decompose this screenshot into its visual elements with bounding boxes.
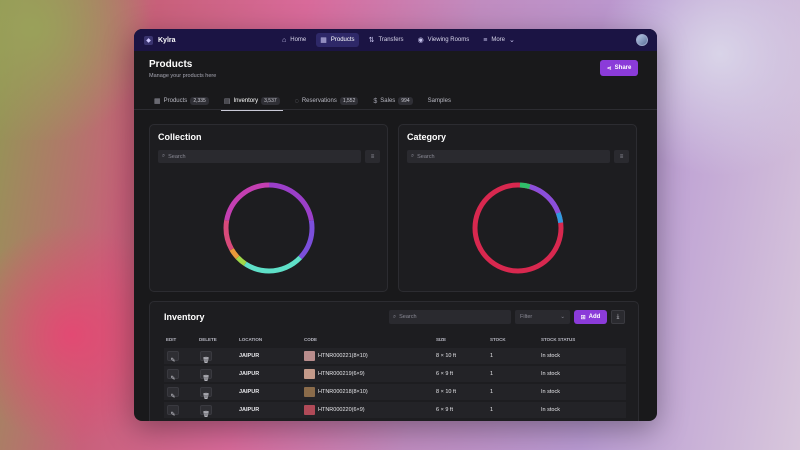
collection-donut-chart <box>223 182 315 274</box>
page-header: Products Manage your products here ⋖ Sha… <box>134 51 657 93</box>
category-title: Category <box>407 132 447 142</box>
table-row[interactable]: ✎ 🗑 JAIPUR HTNR000220(6×9) 6 × 9 ft 1 In… <box>164 402 626 418</box>
clipboard-icon: ▤ <box>223 98 231 105</box>
count-badge: 2,335 <box>190 97 209 105</box>
grid-icon: ▦ <box>154 98 161 105</box>
nav-more[interactable]: ≡ More ⌄ <box>483 36 515 45</box>
collection-search-input[interactable]: ⌕ Search <box>158 150 361 163</box>
page-title: Products <box>149 59 193 70</box>
col-header: STOCK <box>490 337 506 342</box>
count-badge: 1,552 <box>339 97 359 105</box>
edit-button[interactable]: ✎ <box>167 387 179 400</box>
home-icon: ⌂ <box>282 36 287 44</box>
collection-panel: Collection ⌕ Search ≡ <box>149 124 388 292</box>
nav-viewing-rooms[interactable]: ◉ Viewing Rooms <box>417 37 470 44</box>
edit-button[interactable]: ✎ <box>167 405 179 418</box>
brand[interactable]: ◆ Kylra <box>144 35 176 45</box>
download-button[interactable]: ⤓ <box>611 310 625 324</box>
trash-icon: 🗑 <box>202 394 210 400</box>
tab-inventory[interactable]: ▤ Inventory 3,537 <box>220 93 283 111</box>
donut-segment <box>223 182 315 274</box>
product-thumbnail <box>304 387 315 397</box>
table-header: EDIT DELETE LOCATION CODE SIZE STOCK STO… <box>164 335 624 345</box>
col-header: CODE <box>304 337 318 342</box>
grid-icon: ▦ <box>320 37 327 44</box>
delete-button[interactable]: 🗑 <box>200 405 212 418</box>
count-badge: 994 <box>398 97 413 105</box>
brand-name: Kylra <box>158 36 176 44</box>
col-header: STOCK STATUS <box>541 337 576 342</box>
trash-icon: 🗑 <box>202 358 210 364</box>
table-row[interactable]: ✎ 🗑 JAIPUR HTNR000219(6×9) 6 × 9 ft 1 In… <box>164 366 626 382</box>
nav-products[interactable]: ▦ Products <box>316 33 359 47</box>
share-button[interactable]: ⋖ Share <box>600 60 638 76</box>
category-panel: Category ⌕ Search ≡ <box>398 124 637 292</box>
search-icon: ⌕ <box>162 153 166 159</box>
edit-button[interactable]: ✎ <box>167 369 179 382</box>
collection-title: Collection <box>158 132 202 142</box>
inventory-search-input[interactable]: ⌕ Search <box>389 310 511 324</box>
inventory-filter-dropdown[interactable]: Filter ⌄ <box>515 310 570 324</box>
tab-products[interactable]: ▦ Products 2,335 <box>151 93 212 110</box>
top-navigation: ◆ Kylra ⌂ Home ▦ Products ⇅ Transfers ◉ … <box>134 29 657 51</box>
nav-home[interactable]: ⌂ Home <box>282 36 307 44</box>
delete-button[interactable]: 🗑 <box>200 369 212 382</box>
product-thumbnail <box>304 351 315 361</box>
tab-reservations[interactable]: ◌ Reservations 1,552 <box>292 93 362 110</box>
avatar[interactable] <box>636 34 648 46</box>
trash-icon: 🗑 <box>202 412 210 418</box>
tab-bar: ▦ Products 2,335 ▤ Inventory 3,537 ◌ Res… <box>134 93 657 111</box>
chevron-down-icon: ⌄ <box>560 314 565 320</box>
app-window: ◆ Kylra ⌂ Home ▦ Products ⇅ Transfers ◉ … <box>134 29 657 421</box>
pencil-icon: ✎ <box>170 394 176 400</box>
donut-segment <box>223 182 315 274</box>
menu-icon: ≡ <box>483 36 488 44</box>
eye-icon: ◉ <box>417 37 424 44</box>
count-badge: 3,537 <box>261 97 280 105</box>
col-header: SIZE <box>436 337 447 342</box>
table-row[interactable]: ✎ 🗑 JAIPUR HTNR000218(8×10) 8 × 10 ft 1 … <box>164 384 626 400</box>
tab-samples[interactable]: Samples <box>427 98 451 104</box>
donut-segment <box>223 182 315 274</box>
pencil-icon: ✎ <box>170 376 176 382</box>
tab-sales[interactable]: $ Sales 994 <box>370 93 415 110</box>
download-icon: ⤓ <box>616 313 620 320</box>
chevron-down-icon: ⌄ <box>509 37 515 44</box>
donut-segment <box>223 182 315 274</box>
pencil-icon: ✎ <box>170 358 176 364</box>
transfer-icon: ⇅ <box>368 37 375 44</box>
col-header: DELETE <box>199 337 217 342</box>
nav-transfers[interactable]: ⇅ Transfers <box>368 37 404 44</box>
delete-button[interactable]: 🗑 <box>200 387 212 400</box>
product-thumbnail <box>304 405 315 415</box>
edit-button[interactable]: ✎ <box>167 351 179 364</box>
col-header: EDIT <box>166 337 177 342</box>
filter-icon: ≡ <box>370 153 375 160</box>
search-icon: ⌕ <box>393 313 397 320</box>
add-icon: ⊞ <box>580 314 586 321</box>
trash-icon: 🗑 <box>202 376 210 382</box>
share-icon: ⋖ <box>606 65 612 72</box>
delete-button[interactable]: 🗑 <box>200 351 212 364</box>
brand-logo-icon: ◆ <box>144 35 153 45</box>
page-subtitle: Manage your products here <box>149 73 217 79</box>
category-donut-chart <box>472 182 564 274</box>
table-row[interactable]: ✎ 🗑 JAIPUR HTNR000221(8×10) 8 × 10 ft 1 … <box>164 348 626 364</box>
pencil-icon: ✎ <box>170 412 176 418</box>
product-thumbnail <box>304 369 315 379</box>
col-header: LOCATION <box>239 337 263 342</box>
category-filter-button[interactable]: ≡ <box>614 150 629 163</box>
add-button[interactable]: ⊞ Add <box>574 310 607 324</box>
bookmark-icon: ◌ <box>294 97 299 105</box>
search-icon: ⌕ <box>411 153 415 159</box>
collection-filter-button[interactable]: ≡ <box>365 150 380 163</box>
donut-segment <box>472 182 564 274</box>
inventory-title: Inventory <box>164 312 205 322</box>
filter-icon: ≡ <box>619 153 624 160</box>
dollar-icon: $ <box>373 97 378 105</box>
inventory-panel: Inventory ⌕ Search Filter ⌄ ⊞ Add ⤓ EDIT… <box>149 301 639 421</box>
category-search-input[interactable]: ⌕ Search <box>407 150 610 163</box>
